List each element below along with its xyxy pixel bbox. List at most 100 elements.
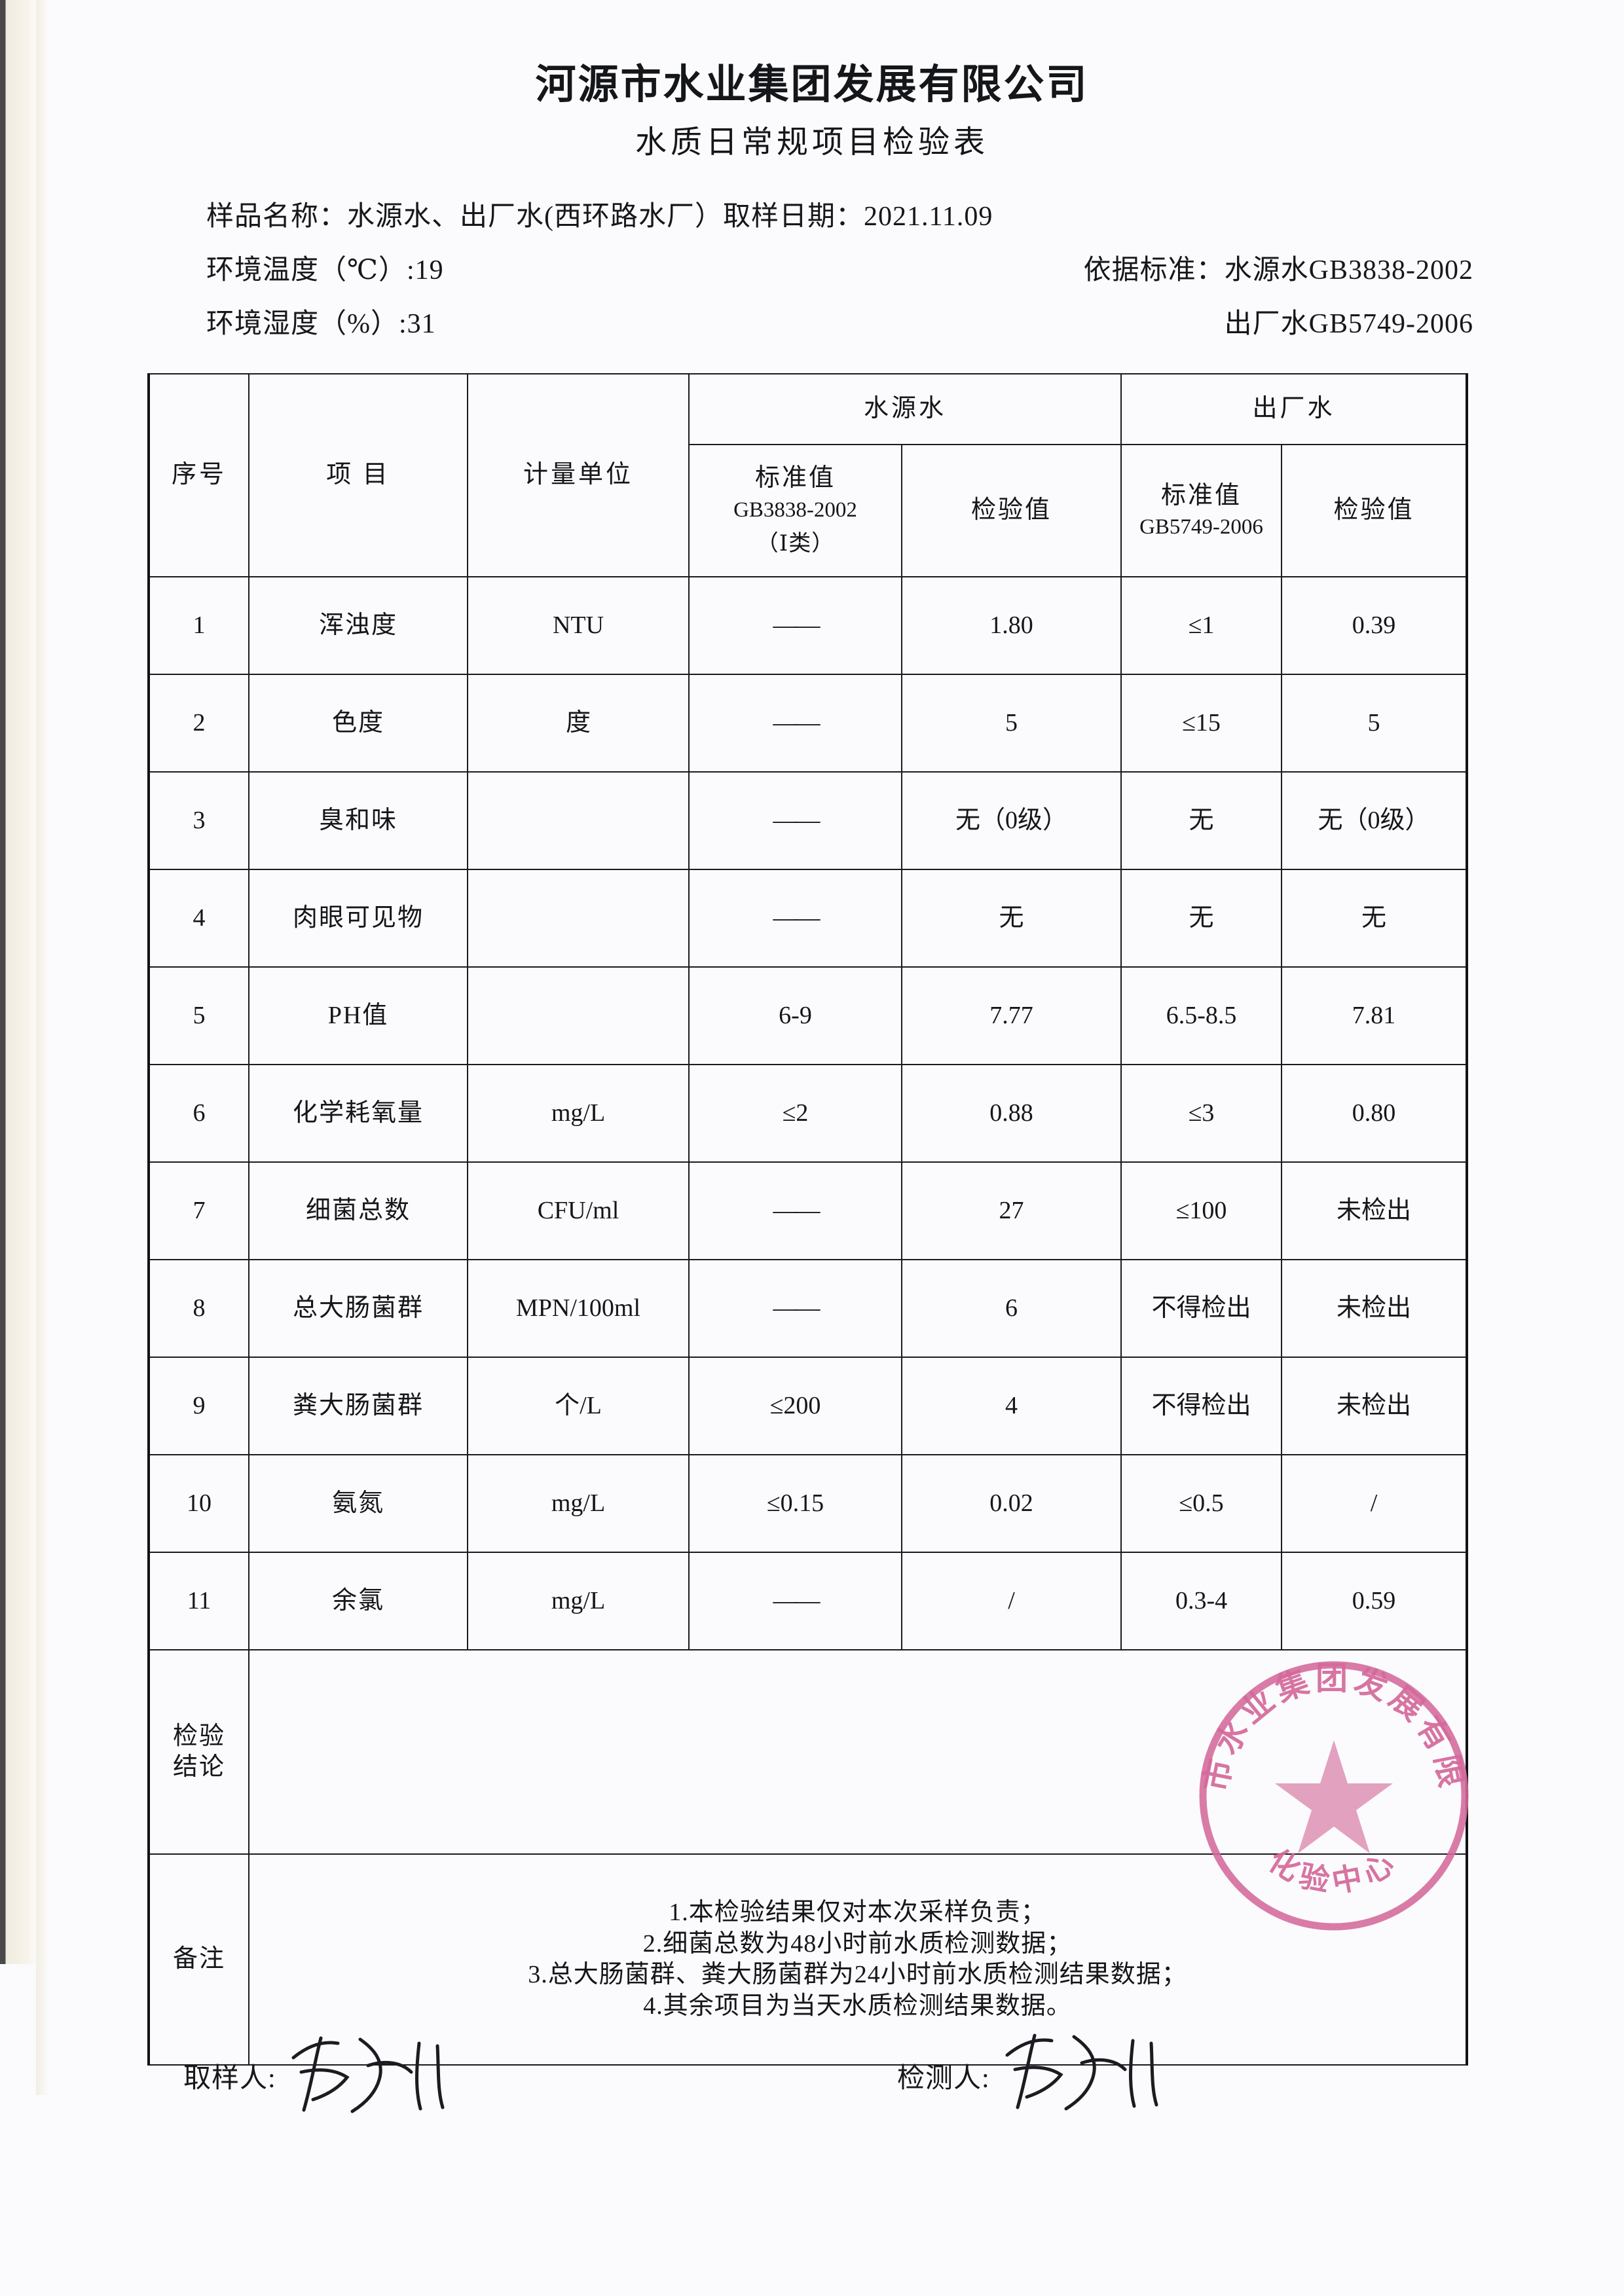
- meta-row-humidity: 环境湿度（%）:31 出厂水GB5749-2006: [206, 310, 1473, 364]
- cell-finished-test: 0.59: [1281, 1552, 1469, 1650]
- cell-unit: mg/L: [467, 1552, 690, 1650]
- table-row: 9 粪大肠菌群 个/L ≤200 4 不得检出 未检出: [147, 1357, 1469, 1455]
- cell-item: 氨氮: [248, 1454, 468, 1553]
- cell-unit: mg/L: [467, 1064, 690, 1163]
- cell-finished-test: /: [1281, 1454, 1469, 1553]
- cell-finished-standard: 无: [1120, 771, 1283, 870]
- cell-finished-test: 无（0级）: [1281, 771, 1469, 870]
- cell-source-test: 1.80: [900, 576, 1122, 675]
- cell-no: 3: [147, 771, 249, 870]
- cell-source-standard: ≤2: [688, 1064, 902, 1163]
- cell-item: 肉眼可见物: [248, 869, 468, 968]
- table-row: 8 总大肠菌群 MPN/100ml —— 6 不得检出 未检出: [147, 1259, 1469, 1358]
- finished-standard-code: GB5749-2006: [1139, 515, 1263, 539]
- signature-row: 取样人: 检测人:: [183, 2026, 1467, 2138]
- cell-finished-standard: ≤100: [1120, 1161, 1283, 1260]
- cell-item: PH值: [248, 966, 468, 1065]
- cell-finished-test: 0.39: [1281, 576, 1469, 675]
- cell-item: 余氯: [248, 1552, 468, 1650]
- conclusion-row: 检验 结论: [147, 1649, 1469, 1855]
- document-header: 河源市水业集团发展有限公司 水质日常规项目检验表: [0, 63, 1624, 160]
- table-row: 2 色度 度 —— 5 ≤15 5: [147, 674, 1469, 773]
- cell-source-standard: ——: [688, 576, 902, 675]
- table-row: 11 余氯 mg/L —— / 0.3-4 0.59: [147, 1552, 1469, 1650]
- cell-source-test: 0.02: [900, 1454, 1122, 1553]
- cell-source-test: 7.77: [900, 966, 1122, 1065]
- cell-finished-standard: ≤1: [1120, 576, 1283, 675]
- cell-finished-standard: 6.5-8.5: [1120, 966, 1283, 1065]
- tester-signature-ink: [995, 2026, 1172, 2124]
- col-header-item: 项 目: [248, 373, 468, 577]
- cell-finished-standard: 无: [1120, 869, 1283, 968]
- col-header-source-test: 检验值: [900, 444, 1122, 577]
- cell-source-standard: ——: [688, 1259, 902, 1358]
- table-row: 6 化学耗氧量 mg/L ≤2 0.88 ≤3 0.80: [147, 1064, 1469, 1163]
- note-line-2: 2.细菌总数为48小时前水质检测数据；: [642, 1929, 1073, 1958]
- cell-item: 色度: [248, 674, 468, 773]
- cell-no: 11: [147, 1552, 249, 1650]
- group-header-source-water: 水源水: [688, 373, 1122, 445]
- source-standard-label: 标准值: [754, 464, 836, 492]
- cell-no: 7: [147, 1161, 249, 1260]
- scan-edge-artifact: [0, 0, 39, 1964]
- cell-unit: CFU/ml: [467, 1161, 690, 1260]
- cell-source-standard: ——: [688, 771, 902, 870]
- document-meta: 样品名称：水源水、出厂水(西环路水厂）取样日期：2021.11.09 环境温度（…: [206, 203, 1473, 364]
- table-row: 10 氨氮 mg/L ≤0.15 0.02 ≤0.5 /: [147, 1454, 1469, 1553]
- conclusion-label: 检验 结论: [147, 1649, 249, 1855]
- cell-source-standard: ≤200: [688, 1357, 902, 1455]
- cell-no: 10: [147, 1454, 249, 1553]
- finished-standard-label: 标准值: [1161, 481, 1242, 509]
- cell-unit: 个/L: [467, 1357, 690, 1455]
- cell-finished-test: 未检出: [1281, 1161, 1469, 1260]
- tester-label: 检测人:: [897, 2063, 990, 2094]
- col-header-source-standard: 标准值 GB3838-2002 （Ⅰ类）: [688, 444, 902, 577]
- table-row: 4 肉眼可见物 —— 无 无 无: [147, 869, 1469, 968]
- water-quality-table: 序号 项 目 计量单位 水源水 出厂水 标准值 GB3838-2002 （Ⅰ类）…: [147, 373, 1469, 2066]
- table-row: 7 细菌总数 CFU/ml —— 27 ≤100 未检出: [147, 1161, 1469, 1260]
- table-row: 3 臭和味 —— 无（0级） 无 无（0级）: [147, 771, 1469, 870]
- cell-source-standard: ——: [688, 674, 902, 773]
- conclusion-value: [248, 1649, 1469, 1855]
- cell-unit: [467, 869, 690, 968]
- cell-source-test: 27: [900, 1161, 1122, 1260]
- table-row: 5 PH值 6-9 7.77 6.5-8.5 7.81: [147, 966, 1469, 1065]
- scan-edge-artifact-inner: [36, 0, 50, 2095]
- cell-finished-standard: 不得检出: [1120, 1357, 1283, 1455]
- cell-finished-test: 无: [1281, 869, 1469, 968]
- cell-item: 总大肠菌群: [248, 1259, 468, 1358]
- cell-no: 4: [147, 869, 249, 968]
- cell-finished-test: 未检出: [1281, 1259, 1469, 1358]
- cell-no: 5: [147, 966, 249, 1065]
- meta-row-temperature: 环境温度（℃）:19 依据标准：水源水GB3838-2002: [206, 257, 1473, 310]
- cell-item: 粪大肠菌群: [248, 1357, 468, 1455]
- cell-finished-standard: ≤0.5: [1120, 1454, 1283, 1553]
- cell-finished-standard: ≤3: [1120, 1064, 1283, 1163]
- cell-source-standard: ——: [688, 1161, 902, 1260]
- cell-unit: MPN/100ml: [467, 1259, 690, 1358]
- cell-source-test: 0.88: [900, 1064, 1122, 1163]
- cell-source-test: 4: [900, 1357, 1122, 1455]
- standard-reference-source: 依据标准：水源水GB3838-2002: [1083, 255, 1473, 285]
- company-title: 河源市水业集团发展有限公司: [535, 63, 1089, 107]
- cell-finished-test: 未检出: [1281, 1357, 1469, 1455]
- cell-finished-standard: 不得检出: [1120, 1259, 1283, 1358]
- cell-no: 1: [147, 576, 249, 675]
- standard-reference-finished: 出厂水GB5749-2006: [1224, 309, 1473, 339]
- cell-unit: [467, 966, 690, 1065]
- sample-name-and-date: 样品名称：水源水、出厂水(西环路水厂）取样日期：2021.11.09: [206, 202, 993, 232]
- note-line-1: 1.本检验结果仅对本次采样负责；: [669, 1899, 1046, 1926]
- notes-label: 备注: [147, 1853, 249, 2066]
- cell-source-standard: 6-9: [688, 966, 902, 1065]
- source-standard-class: （Ⅰ类）: [756, 532, 835, 556]
- note-line-4: 4.其余项目为当天水质检测结果数据。: [643, 1992, 1072, 2020]
- sampler-label: 取样人:: [183, 2063, 276, 2094]
- cell-no: 8: [147, 1259, 249, 1358]
- cell-item: 浑浊度: [248, 576, 468, 675]
- col-header-unit: 计量单位: [467, 373, 690, 577]
- cell-finished-test: 5: [1281, 674, 1469, 773]
- group-header-finished-water: 出厂水: [1120, 373, 1469, 445]
- cell-source-standard: ——: [688, 869, 902, 968]
- cell-no: 9: [147, 1357, 249, 1455]
